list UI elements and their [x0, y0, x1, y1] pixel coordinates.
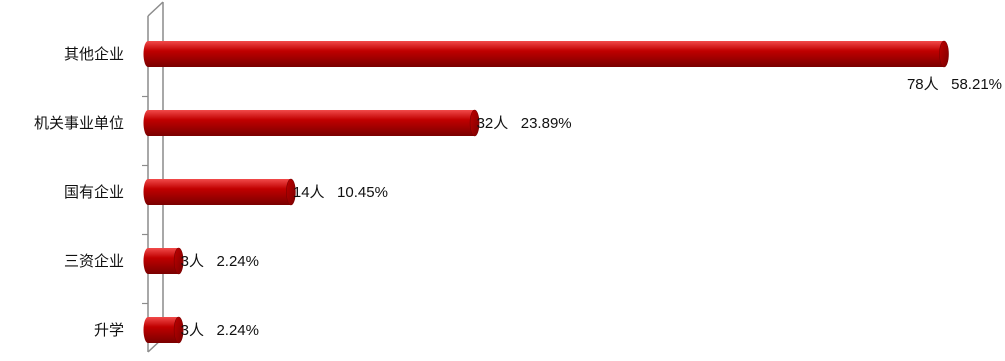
bar-cap-2	[286, 178, 296, 206]
data-label: 14人 10.45%	[293, 184, 388, 201]
axis-top-edge	[147, 1, 164, 17]
bar-0	[143, 41, 949, 67]
bar-cap-1	[469, 109, 480, 137]
bar-cap-4	[173, 316, 184, 344]
data-label: 3人 2.24%	[181, 253, 259, 270]
category-label: 其他企业	[64, 45, 124, 63]
bar-cap-0	[939, 40, 949, 68]
bar-3	[143, 248, 184, 274]
bar-4	[143, 317, 184, 343]
data-label: 3人 2.24%	[181, 322, 259, 339]
bars	[143, 40, 949, 344]
category-label: 升学	[94, 321, 124, 339]
data-label: 78人 58.21%	[907, 76, 1002, 93]
bar-1	[143, 110, 480, 136]
category-label: 国有企业	[64, 183, 124, 201]
bar-2	[143, 179, 296, 205]
category-label: 机关事业单位	[34, 114, 124, 132]
category-label: 三资企业	[64, 252, 124, 270]
bar-cap-3	[173, 247, 184, 275]
data-label: 32人 23.89%	[477, 115, 572, 132]
labels: 其他企业 78人 58.21% 机关事业单位 32人 23.89% 国有企业 14人 10…	[34, 45, 1002, 339]
